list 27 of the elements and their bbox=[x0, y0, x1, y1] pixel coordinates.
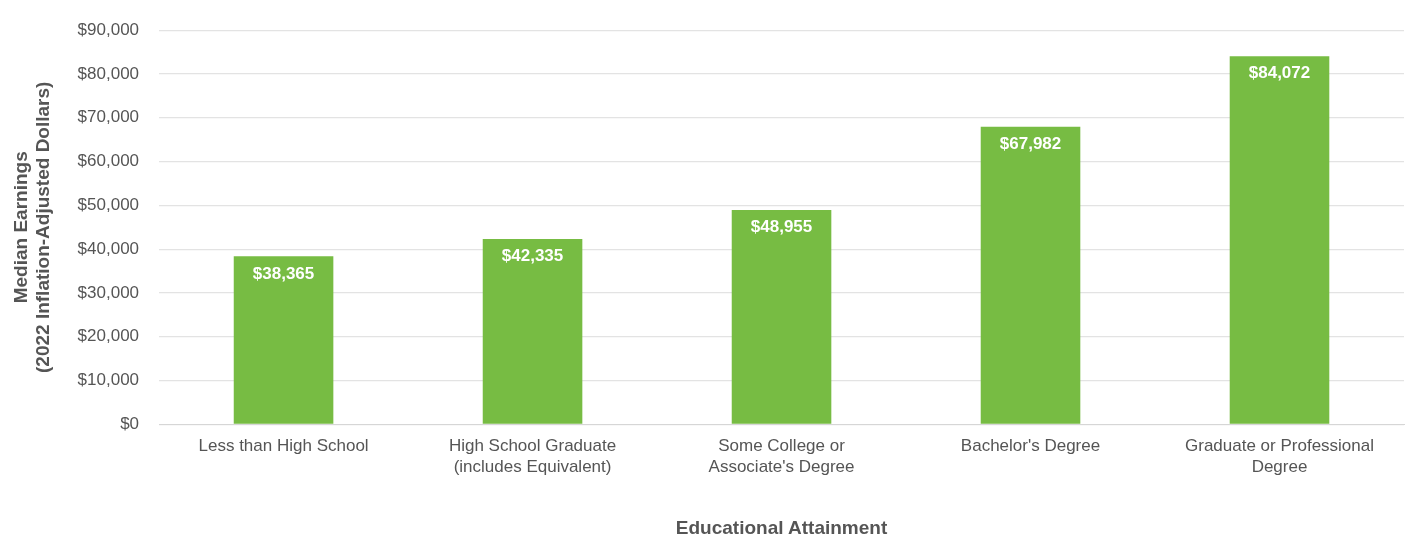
x-axis-title: Educational Attainment bbox=[675, 516, 888, 538]
data-label: $48,955 bbox=[750, 217, 813, 237]
y-tick-label: $60,000 bbox=[77, 151, 140, 171]
x-tick-label: High School Graduate (includes Equivalent) bbox=[448, 436, 617, 476]
bar bbox=[482, 238, 583, 424]
y-axis-title: Median Earnings (2022 Inflation-Adjusted Dollars) bbox=[9, 81, 54, 373]
bar bbox=[1229, 56, 1330, 424]
data-label: $67,982 bbox=[999, 133, 1062, 153]
y-tick-label: $0 bbox=[120, 414, 140, 434]
x-tick-label: Less than High School bbox=[198, 436, 369, 456]
x-tick-label: Some College or Associate's Degree bbox=[708, 436, 855, 476]
y-tick-label: $80,000 bbox=[77, 63, 140, 83]
y-tick-label: $50,000 bbox=[77, 195, 140, 215]
bar bbox=[233, 256, 334, 424]
y-tick-label: $10,000 bbox=[77, 370, 140, 390]
bar bbox=[731, 209, 832, 424]
y-tick-label: $70,000 bbox=[77, 107, 140, 127]
x-tick-label: Bachelor's Degree bbox=[960, 436, 1101, 456]
y-tick-label: $90,000 bbox=[77, 19, 140, 39]
x-tick-label: Graduate or Professional Degree bbox=[1185, 436, 1375, 476]
data-label: $42,335 bbox=[501, 246, 564, 266]
data-label: $84,072 bbox=[1248, 63, 1311, 83]
bar bbox=[980, 126, 1081, 424]
y-tick-label: $30,000 bbox=[77, 282, 140, 302]
y-tick-label: $40,000 bbox=[77, 238, 140, 258]
y-tick-label: $20,000 bbox=[77, 326, 140, 346]
data-label: $38,365 bbox=[252, 263, 315, 283]
